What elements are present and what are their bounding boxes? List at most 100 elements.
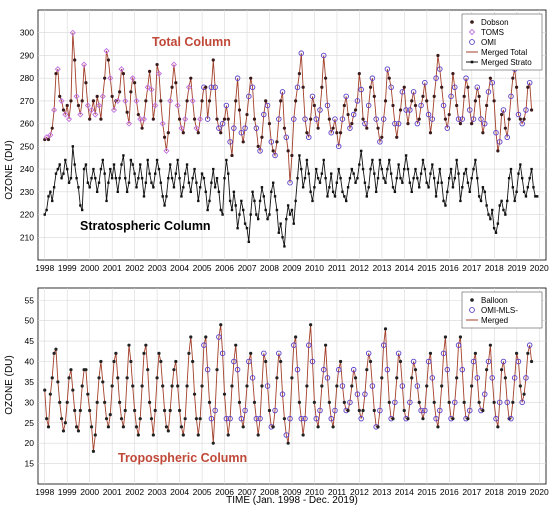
strato-point — [374, 190, 378, 194]
balloon-point — [159, 359, 163, 364]
strato-point — [433, 176, 436, 180]
balloon-point — [353, 376, 358, 380]
balloon-point — [108, 412, 112, 417]
strato-point — [283, 245, 286, 248]
strato-point — [52, 186, 56, 189]
strato-point — [275, 208, 279, 212]
omi-mls-point — [272, 407, 278, 414]
balloon-point — [320, 384, 324, 388]
omi-mls-point — [519, 399, 525, 406]
dobson-point — [174, 81, 178, 85]
strato-point — [451, 186, 455, 189]
strato-point — [221, 213, 224, 216]
omi-point — [223, 102, 230, 109]
strato-point — [416, 176, 419, 180]
balloon-point — [309, 323, 313, 327]
strato-point — [73, 163, 76, 166]
balloon-point — [119, 417, 124, 421]
strato-point — [401, 181, 404, 184]
y-tick-label: 280 — [20, 73, 34, 83]
dobson-point — [357, 72, 361, 76]
dobson-point — [473, 99, 477, 103]
omi-mls-point — [444, 366, 451, 373]
dobson-point — [365, 126, 369, 130]
dobson-point — [492, 99, 496, 103]
strato-point — [507, 176, 511, 180]
balloon-point — [361, 408, 365, 413]
toms-point — [133, 97, 140, 104]
strato-point — [406, 167, 410, 171]
legend-swatch — [469, 39, 475, 45]
strato-point — [258, 199, 262, 203]
omi-mls-point — [328, 415, 334, 422]
omi-point — [369, 75, 376, 81]
strato-point — [468, 190, 471, 194]
balloon-point — [275, 376, 279, 380]
balloon-point — [286, 441, 290, 445]
dobson-point — [372, 94, 376, 98]
strato-point — [425, 181, 428, 184]
strato-point — [326, 195, 329, 198]
balloon-point — [97, 376, 101, 380]
omi-point — [414, 120, 421, 127]
omi-point — [253, 125, 260, 131]
balloon-point — [118, 400, 122, 404]
dobson-point — [383, 99, 388, 103]
omi-point — [317, 107, 323, 113]
strato-point — [328, 186, 331, 189]
strato-point — [356, 176, 359, 180]
omi-mls-point — [365, 350, 372, 357]
balloon-point — [104, 417, 109, 421]
omi-mls-point — [384, 366, 391, 373]
dobson-point — [189, 76, 193, 80]
strato-point — [343, 195, 346, 198]
omi-mls-point — [212, 407, 218, 414]
legend-label: Balloon — [481, 296, 508, 305]
balloon-point — [335, 384, 339, 388]
balloon-point — [71, 388, 75, 392]
toms-point — [140, 116, 148, 123]
omi-mls-point — [380, 342, 387, 348]
balloon-point — [56, 380, 60, 384]
dobson-point — [249, 76, 253, 80]
y-tick-label: 20 — [25, 438, 35, 448]
omi-point — [455, 116, 462, 122]
legend-label: Merged Total — [481, 48, 527, 57]
strato-point — [522, 190, 526, 194]
omi-point — [249, 84, 256, 91]
balloon-point — [395, 376, 399, 380]
y-tick-label: 35 — [25, 377, 35, 387]
strato-point — [202, 176, 206, 180]
x-tick-label: 2001 — [103, 487, 122, 497]
y-tick-label: 300 — [20, 28, 34, 38]
dobson-point — [144, 99, 148, 103]
strato-point — [88, 186, 91, 189]
strato-point — [305, 158, 309, 162]
omi-point — [227, 139, 233, 145]
strato-point — [150, 181, 153, 184]
balloon-point — [346, 408, 350, 413]
strato-point — [346, 186, 350, 189]
omi-mls-point — [339, 383, 346, 389]
balloon-point — [226, 433, 230, 437]
omi-mls-point — [201, 342, 207, 348]
strato-point — [455, 158, 458, 162]
dobson-point — [368, 85, 373, 89]
strato-point — [140, 176, 144, 180]
strato-point — [354, 181, 357, 184]
dobson-point — [252, 117, 257, 121]
toms-point — [92, 111, 99, 118]
omi-mls-point — [335, 366, 342, 373]
strato-point — [358, 163, 361, 166]
legend-label: OMI — [481, 38, 496, 47]
dobson-point — [428, 131, 433, 135]
strato-point — [264, 208, 267, 212]
strato-point — [187, 181, 191, 184]
x-tick-label: 2014 — [395, 487, 414, 497]
balloon-point — [101, 380, 105, 384]
strato-point — [509, 167, 513, 171]
omi-mls-point — [452, 399, 458, 406]
strato-point — [165, 195, 168, 198]
dobson-point — [301, 85, 305, 89]
omi-mls-point — [485, 358, 492, 365]
